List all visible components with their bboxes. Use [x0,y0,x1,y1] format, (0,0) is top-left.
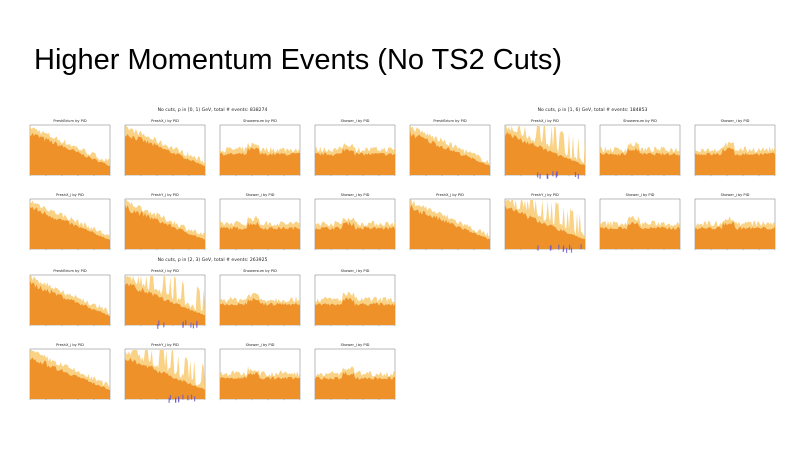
panel-title: PreshBrium by PID [53,119,87,123]
hist-orange [30,280,110,325]
panel-title: PreshBrium by PID [433,119,467,123]
panel-title: Shower_i by PID [721,119,750,123]
hist-orange [600,221,680,249]
hist-blue [168,397,170,403]
hist-blue [182,394,184,400]
figure-title: No cuts, p in [0, 1) GeV, total # events… [158,107,268,113]
hist-orange [30,357,110,399]
hist-blue [190,322,192,328]
hist-orange [220,372,300,399]
panel-title: Shower_i by PID [341,119,370,123]
hist-blue [158,320,160,326]
hist-blue [558,244,560,250]
hist-orange [315,371,395,399]
hist-blue [190,394,193,400]
hist-blue [537,172,539,178]
panel-title: PreshX_j by PID [436,193,464,197]
panel-title: Shower_j by PID [246,193,275,197]
hist-blue [187,395,189,401]
panel-title: PreshX_j by PID [56,343,84,347]
hist-blue [547,173,549,179]
panel-title: Showersum by PID [243,269,277,273]
hist-orange [125,357,205,399]
panel-title: PreshX_i by PID [531,119,559,123]
panel-title: Shower_j by PID [626,193,655,197]
hist-blue [157,323,159,329]
figure: No cuts, p in [2, 3) GeV, total # events… [29,257,396,403]
hist-blue [580,244,582,250]
hist-blue [577,173,579,179]
hist-blue [182,322,184,328]
panel-title: Showersum by PID [623,119,657,123]
figure: No cuts, p in [1, 6) GeV, total # events… [409,107,776,253]
hist-blue [169,395,171,401]
hist-orange [600,147,680,175]
hist-orange [410,204,490,249]
figure: No cuts, p in [0, 1) GeV, total # events… [29,107,396,251]
hist-blue [569,244,571,250]
hist-orange [315,148,395,175]
hist-blue [550,245,552,251]
panel-title: Shower_i by PID [341,269,370,273]
panel-title: Shower_j by PID [721,193,750,197]
hist-orange [695,147,775,175]
hist-blue [163,322,165,328]
panel-title: PreshY_j by PID [151,343,179,347]
panel-title: PreshBrium by PID [53,269,87,273]
panel-title: Showersum by PID [243,119,277,123]
hist-orange [220,297,300,325]
panel-title: PreshY_j by PID [151,193,179,197]
hist-orange [30,132,110,175]
panel-title: Shower_j by PID [246,343,275,347]
hist-orange [505,132,585,175]
hist-blue [555,172,557,178]
hist-blue [574,172,577,178]
hist-orange [220,222,300,249]
panel-title: Shower_j by PID [341,193,370,197]
slide-title: Higher Momentum Events (No TS2 Cuts) [34,44,563,76]
hist-blue [556,171,558,177]
hist-blue [570,247,573,253]
figure-title: No cuts, p in [2, 3) GeV, total # events… [158,257,268,263]
hist-blue [552,171,554,177]
hist-orange [695,222,775,249]
hist-orange [315,297,395,325]
hist-orange [125,283,205,325]
hist-blue [178,396,180,402]
hist-blue [562,246,564,252]
hist-blue [192,323,194,329]
hist-orange [315,221,395,249]
hist-blue [196,322,198,328]
hist-orange [30,207,110,249]
hist-blue [194,396,196,402]
hist-orange [505,204,585,249]
hist-orange [220,147,300,175]
hist-orange [410,131,490,175]
hist-orange [125,204,205,249]
hist-blue [175,397,177,403]
panel-title: Shower_j by PID [341,343,370,347]
panel-title: PreshX_i by PID [151,119,179,123]
hist-blue [566,247,568,253]
hist-blue [537,245,539,251]
panel-title: PreshY_j by PID [531,193,559,197]
hist-orange [125,134,205,175]
panel-title: PreshX_i by PID [151,269,179,273]
hist-blue [185,320,187,326]
figure-title: No cuts, p in [1, 6) GeV, total # events… [538,107,648,113]
panel-title: PreshX_j by PID [56,193,84,197]
hist-blue [539,173,541,179]
